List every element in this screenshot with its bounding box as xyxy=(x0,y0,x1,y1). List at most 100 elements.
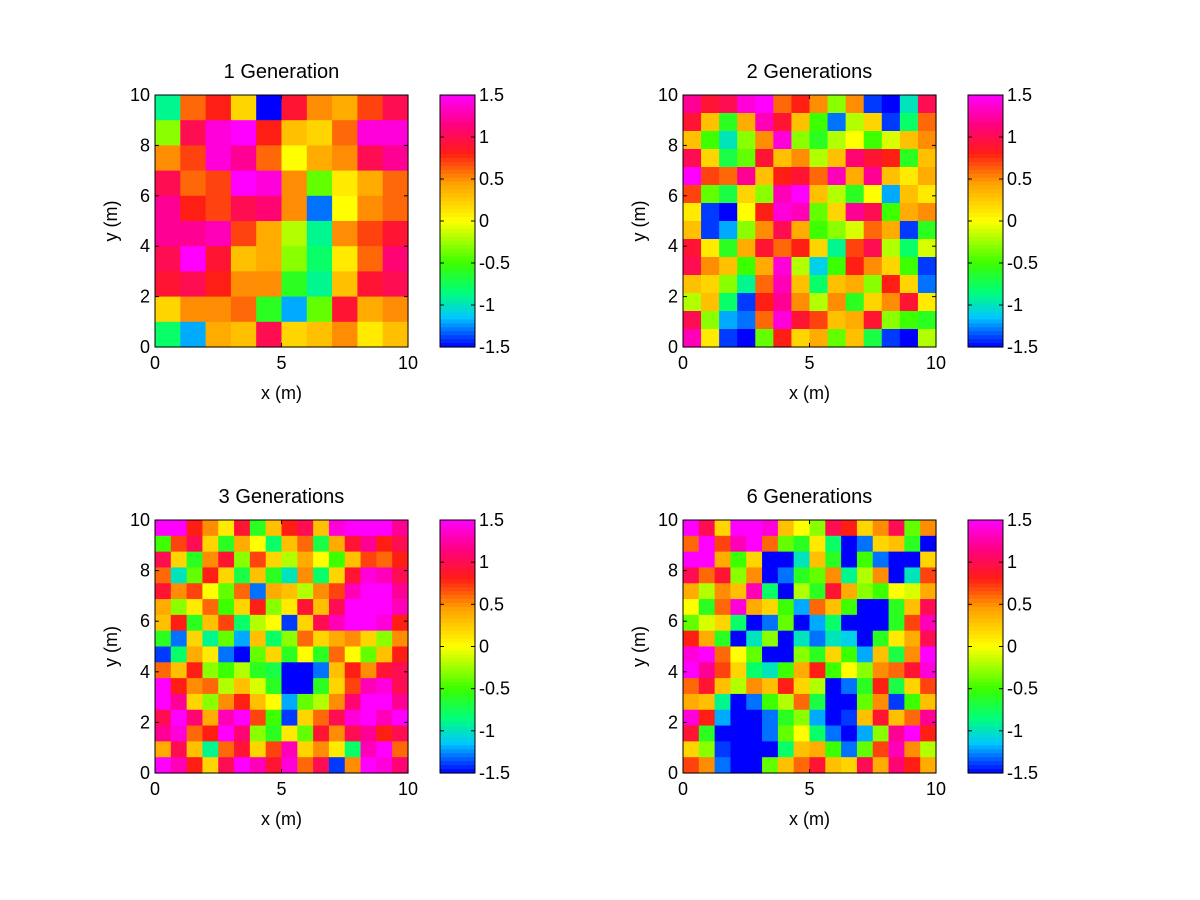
heatmap-cell xyxy=(313,630,330,648)
colorbar-swatch xyxy=(968,158,1003,163)
colorbar-swatch xyxy=(440,527,475,533)
heatmap-cell xyxy=(777,646,795,663)
heatmap-cell xyxy=(155,614,172,632)
colorbar-swatch xyxy=(440,236,475,242)
heatmap-cell xyxy=(360,567,377,584)
heatmap-cell xyxy=(249,757,267,774)
colorbar-swatch xyxy=(440,303,475,309)
heatmap-cell xyxy=(360,709,377,727)
heatmap-cell xyxy=(899,113,919,132)
subplot-title: 1 Generation xyxy=(224,61,340,83)
colorbar-swatch xyxy=(968,678,1003,683)
heatmap-cell xyxy=(392,693,409,711)
heatmap-cell xyxy=(777,535,795,553)
colorbar-swatch xyxy=(440,224,475,230)
heatmap-cell xyxy=(825,535,842,553)
heatmap-cell xyxy=(773,329,793,348)
heatmap-cell xyxy=(917,257,937,276)
heatmap-cell xyxy=(777,725,795,742)
heatmap-cell xyxy=(698,551,716,569)
colorbar-swatch xyxy=(968,693,1003,699)
colorbar: 1.5 1 0.5 0 -0.5 -1 -1.5 xyxy=(967,510,1038,783)
heatmap-cell xyxy=(392,567,409,584)
heatmap-cell xyxy=(714,725,732,742)
heatmap-cell xyxy=(281,599,298,616)
colorbar-swatch xyxy=(440,682,475,687)
colorbar-swatch xyxy=(440,150,475,155)
heatmap-cell xyxy=(845,257,865,276)
colorbar-tick-label: -0.5 xyxy=(1007,253,1038,273)
heatmap-cell xyxy=(155,551,172,569)
heatmap-cell xyxy=(773,221,793,240)
heatmap-cell xyxy=(746,551,763,569)
colorbar-swatch xyxy=(968,165,1003,171)
heatmap-cell xyxy=(863,221,883,240)
heatmap-cell xyxy=(202,741,219,758)
colorbar-swatch xyxy=(968,535,1003,541)
heatmap-cell xyxy=(827,95,847,114)
y-tick-label: 8 xyxy=(668,135,678,155)
heatmap-cell xyxy=(265,630,283,648)
heatmap-cell xyxy=(773,293,793,312)
heatmap-cell xyxy=(180,221,207,247)
heatmap-cell xyxy=(777,662,795,679)
heatmap-cell xyxy=(376,551,393,569)
heatmap-cell xyxy=(730,599,747,616)
heatmap-cell xyxy=(714,709,732,727)
heatmap-cell xyxy=(920,567,937,584)
heatmap-cell xyxy=(856,535,874,553)
heatmap-cell xyxy=(357,170,384,197)
heatmap-cell xyxy=(888,599,905,616)
heatmap-cell xyxy=(773,131,793,150)
heatmap-cell xyxy=(376,757,393,774)
colorbar-swatch xyxy=(968,130,1003,135)
x-tick-label: 5 xyxy=(804,779,814,799)
heatmap-cell xyxy=(357,195,384,222)
heatmap-cell xyxy=(777,614,795,632)
heatmap-cell xyxy=(793,678,811,695)
heatmap-cell xyxy=(856,567,874,584)
heatmap-cell xyxy=(218,678,235,695)
heatmap-cell xyxy=(737,275,756,294)
heatmap-cell xyxy=(863,185,883,204)
y-tick-label: 6 xyxy=(140,186,150,206)
colorbar: 1.5 1 0.5 0 -0.5 -1 -1.5 xyxy=(439,85,510,357)
colorbar-swatch xyxy=(440,118,475,124)
colorbar-swatch xyxy=(440,678,475,683)
heatmap-cell xyxy=(256,221,283,247)
heatmap-cell xyxy=(234,567,251,584)
heatmap-cell xyxy=(746,567,763,584)
colorbar-swatch xyxy=(440,256,475,261)
heatmap-cell xyxy=(360,741,377,758)
colorbar-swatch xyxy=(440,268,475,273)
heatmap-cell xyxy=(793,709,811,727)
colorbar-swatch xyxy=(968,583,1003,588)
colorbar-swatch xyxy=(440,729,475,735)
heatmap-cell xyxy=(205,95,232,121)
heatmap-cell xyxy=(791,167,811,186)
heatmap-cell xyxy=(281,120,308,146)
heatmap-cell xyxy=(755,113,774,132)
heatmap-cell xyxy=(265,709,283,727)
heatmap-cell xyxy=(332,145,358,172)
heatmap-cell xyxy=(332,170,358,197)
colorbar-swatch xyxy=(968,276,1003,281)
heatmap-cell xyxy=(155,678,172,695)
heatmap-cell xyxy=(827,167,847,186)
colorbar-swatch xyxy=(968,555,1003,561)
heatmap-cell xyxy=(872,551,890,569)
colorbar-swatch xyxy=(968,252,1003,258)
colorbar-swatch xyxy=(968,709,1003,715)
colorbar-swatch xyxy=(968,642,1003,648)
heatmap-cell xyxy=(360,662,377,679)
heatmap-cell xyxy=(186,693,204,711)
colorbar-swatch xyxy=(968,547,1003,553)
heatmap-cell xyxy=(281,678,298,695)
colorbar-tick-label: 0 xyxy=(1007,211,1017,231)
colorbar-swatch xyxy=(440,630,475,636)
heatmap-cell xyxy=(701,167,720,186)
heatmap-cell xyxy=(881,221,901,240)
heatmap-cell xyxy=(306,321,333,348)
heatmap-cell xyxy=(793,693,811,711)
heatmap-cell xyxy=(256,120,283,146)
